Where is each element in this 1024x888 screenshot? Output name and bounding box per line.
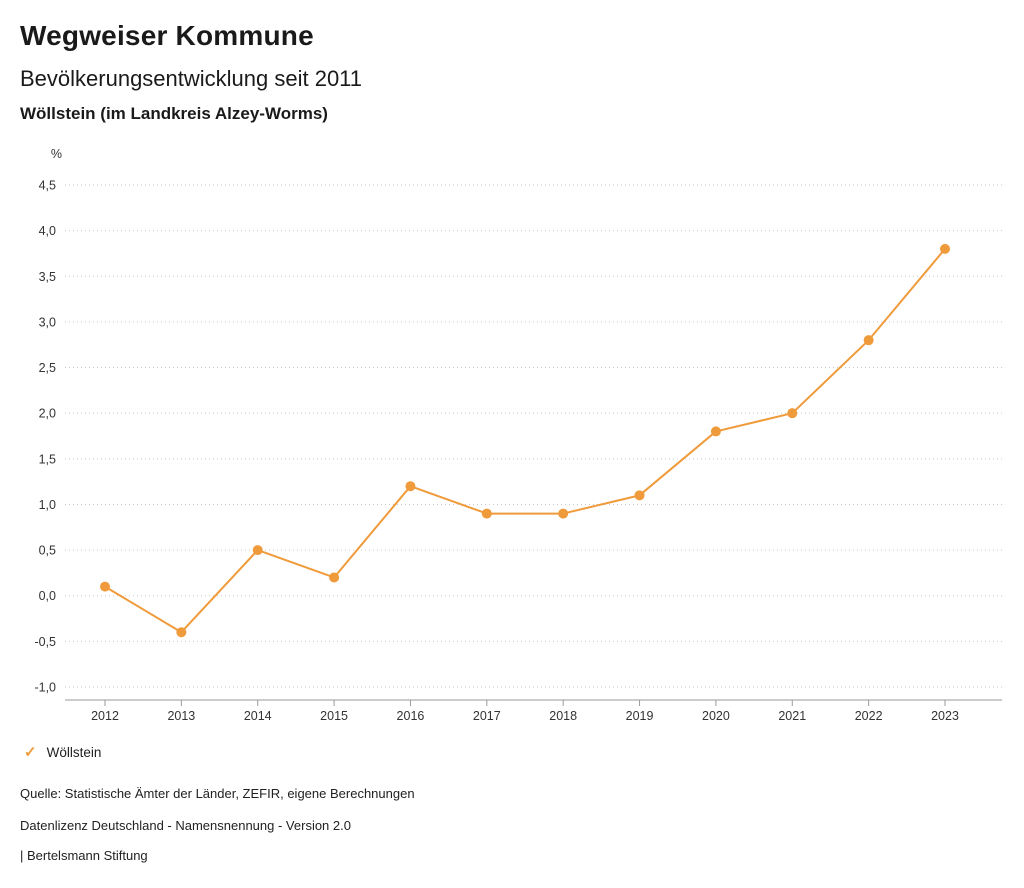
legend: ✓ Wöllstein [24,745,101,760]
y-tick-label: 2,5 [39,361,56,375]
data-point[interactable] [710,426,721,437]
attribution-text: | Bertelsmann Stiftung [20,848,148,863]
y-axis-unit-label: % [51,147,62,161]
y-tick-label: 1,5 [39,452,56,466]
data-point[interactable] [787,408,798,419]
legend-item-woellstein[interactable]: Wöllstein [46,745,102,760]
x-tick-label: 2015 [320,709,348,723]
x-tick-label: 2013 [167,709,195,723]
data-point[interactable] [558,508,569,519]
source-text: Quelle: Statistische Ämter der Länder, Z… [20,786,415,801]
data-point[interactable] [100,581,110,592]
x-tick-label: 2017 [473,709,501,723]
x-tick-label: 2014 [244,709,272,723]
x-tick-label: 2019 [626,709,654,723]
y-tick-label: -0,5 [34,635,56,649]
data-point[interactable] [176,627,187,638]
data-point[interactable] [405,481,416,492]
data-point[interactable] [940,243,950,254]
x-tick-label: 2020 [702,709,730,723]
x-tick-label: 2022 [855,709,883,723]
data-point[interactable] [634,490,645,501]
license-text: Datenlizenz Deutschland - Namensnennung … [20,818,351,833]
x-tick-label: 2023 [931,709,959,723]
population-development-chart: % 4,5 4,0 3,5 3,0 2,5 2,0 1,5 1,0 0,5 0,0 -0,5 -1,0 2… [0,140,1024,735]
y-tick-label: 3,0 [39,315,56,329]
page-title: Wegweiser Kommune [20,20,314,51]
y-tick-label: 4,5 [39,179,56,193]
series-line [104,247,946,634]
y-tick-label: 0,5 [39,544,56,558]
y-tick-label: 0,0 [39,589,56,603]
data-point[interactable] [863,335,874,346]
y-tick-label: 2,0 [39,407,56,421]
region-title: Wöllstein (im Landkreis Alzey-Worms) [20,104,328,123]
x-tick-label: 2018 [549,709,577,723]
data-point[interactable] [252,545,263,556]
x-tick-label: 2021 [778,709,806,723]
x-tick-label: 2016 [397,709,425,723]
y-tick-label: -1,0 [34,681,56,695]
x-tick-label: 2012 [91,709,119,723]
data-point[interactable] [481,508,492,519]
y-tick-label: 1,0 [39,498,56,512]
data-point[interactable] [329,572,340,583]
y-tick-label: 3,5 [39,270,56,284]
legend-check-icon: ✓ [24,744,37,761]
line-chart-svg: % 4,5 4,0 3,5 3,0 2,5 2,0 1,5 1,0 0,5 0,0 -0,5 -1,0 2… [34,147,1002,723]
y-tick-label: 4,0 [39,224,56,238]
chart-subtitle: Bevölkerungsentwicklung seit 2011 [20,66,363,91]
